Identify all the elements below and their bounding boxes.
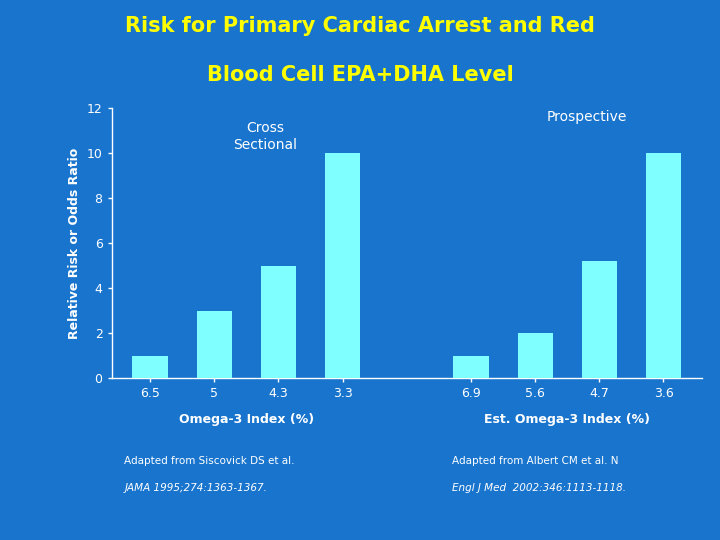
Bar bbox=[197, 310, 232, 378]
Text: Cross
Sectional: Cross Sectional bbox=[233, 122, 297, 152]
Text: Omega-3 Index (%): Omega-3 Index (%) bbox=[179, 413, 314, 426]
Text: Prospective: Prospective bbox=[546, 110, 626, 124]
Y-axis label: Relative Risk or Odds Ratio: Relative Risk or Odds Ratio bbox=[68, 147, 81, 339]
Bar bbox=[325, 153, 360, 378]
Text: Engl J Med  2002:346:1113-1118.: Engl J Med 2002:346:1113-1118. bbox=[451, 483, 626, 494]
Bar bbox=[646, 153, 681, 378]
Bar bbox=[261, 266, 296, 378]
Text: Blood Cell EPA+DHA Level: Blood Cell EPA+DHA Level bbox=[207, 65, 513, 85]
Text: Adapted from Albert CM et al. N: Adapted from Albert CM et al. N bbox=[451, 456, 618, 467]
Text: Est. Omega-3 Index (%): Est. Omega-3 Index (%) bbox=[485, 413, 650, 426]
Bar bbox=[454, 355, 489, 378]
Bar bbox=[518, 333, 553, 378]
Bar bbox=[132, 355, 168, 378]
Text: Risk for Primary Cardiac Arrest and Red: Risk for Primary Cardiac Arrest and Red bbox=[125, 16, 595, 36]
Text: JAMA 1995;274:1363-1367.: JAMA 1995;274:1363-1367. bbox=[125, 483, 267, 494]
Bar bbox=[582, 261, 617, 378]
Text: Adapted from Siscovick DS et al.: Adapted from Siscovick DS et al. bbox=[125, 456, 295, 467]
